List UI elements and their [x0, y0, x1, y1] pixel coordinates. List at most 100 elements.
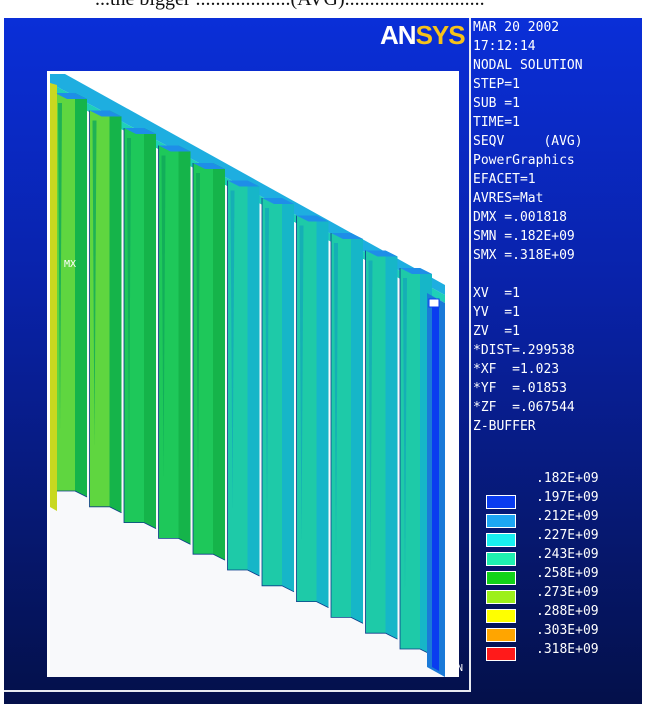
cut-header-text: ...the bigger ...................(AVG)..…: [95, 0, 485, 11]
solution-info-panel: MAR 20 2002 17:12:14 NODAL SOLUTION STEP=1 S…: [473, 18, 641, 436]
legend-entry: .197E+09: [480, 490, 640, 509]
fin-front: [124, 128, 144, 523]
legend-value: .258E+09: [536, 566, 599, 581]
stress-contour-model: [50, 74, 445, 677]
fin-shade: [230, 190, 235, 510]
legend-swatch: [486, 628, 516, 642]
fin-front: [193, 163, 213, 555]
fin-side: [75, 93, 87, 497]
legend-entry: .243E+09: [480, 547, 640, 566]
info-line: *DIST=.299538: [473, 343, 575, 358]
fin-outline: [89, 110, 122, 514]
info-line: Z-BUFFER: [473, 419, 536, 434]
fin-outline: [330, 233, 364, 624]
fin-cap: [262, 198, 294, 204]
legend-value: .288E+09: [536, 604, 599, 619]
fin-cap: [400, 268, 432, 274]
fin-shade: [403, 278, 407, 589]
max-marker: MX: [64, 259, 77, 270]
legend-swatch: [486, 647, 516, 661]
info-line: NODAL SOLUTION: [473, 58, 583, 73]
legend-swatch: [486, 552, 516, 566]
fin-outline: [399, 268, 433, 656]
fin-front: [227, 180, 248, 570]
fin-front: [331, 233, 351, 618]
legend-entry: .212E+09: [480, 509, 640, 528]
fin-shade: [92, 120, 97, 447]
legend-swatch: [486, 514, 516, 528]
legend-entry: .182E+09: [480, 471, 640, 490]
fin-shade: [265, 208, 269, 526]
fin-outline: [365, 250, 398, 640]
legend-swatch: [486, 533, 516, 547]
legend-entry: .288E+09: [480, 604, 640, 623]
fin-side: [282, 198, 294, 592]
legend-value: .303E+09: [536, 623, 599, 638]
contour-legend: .182E+09 .197E+09 .212E+09 .227E+09 .243E+09…: [480, 471, 640, 661]
fin-front: [262, 198, 282, 586]
info-line: STEP=1: [473, 77, 520, 92]
legend-entry: .318E+09: [480, 642, 640, 661]
end-hole: [428, 298, 440, 308]
fin-cap: [331, 233, 363, 239]
plot-frame: [4, 18, 471, 692]
left-edge-strip: [50, 83, 57, 511]
info-line: [473, 265, 641, 284]
fin-outline: [296, 215, 329, 608]
legend-value: .318E+09: [536, 642, 599, 657]
fin-cap: [296, 215, 329, 222]
ansys-graphics-window: MX MN ANSYS MAR 20 2002 17:12:14 NODAL SOL…: [4, 18, 642, 704]
fin-side: [351, 233, 363, 624]
info-line: EFACET=1: [473, 172, 536, 187]
fin-side: [247, 180, 260, 576]
legend-value: .227E+09: [536, 528, 599, 543]
info-line: AVRES=Mat: [473, 191, 544, 206]
legend-swatch: [486, 571, 516, 585]
fin-front: [55, 93, 75, 491]
fin-front: [400, 268, 420, 649]
min-marker: MN: [451, 663, 464, 674]
info-line: SMX =.318E+09: [473, 248, 575, 263]
fin-side: [213, 163, 225, 561]
fin-front: [365, 250, 386, 634]
info-line: MAR 20 2002: [473, 20, 560, 35]
fin-side: [109, 110, 122, 513]
fin-front: [296, 215, 317, 602]
ansys-logo: ANSYS: [380, 20, 466, 50]
legend-value: .273E+09: [536, 585, 599, 600]
fin-outline: [158, 145, 191, 545]
fin-cap: [193, 163, 225, 169]
info-line: 17:12:14: [473, 39, 536, 54]
fin-shade: [334, 243, 338, 558]
info-line: ZV =1: [473, 324, 520, 339]
info-line: SUB =1: [473, 96, 520, 111]
legend-entry: .273E+09: [480, 585, 640, 604]
legend-value: .243E+09: [536, 547, 599, 562]
info-line: *ZF =.067544: [473, 400, 575, 415]
info-line: PowerGraphics: [473, 153, 575, 168]
legend-entry: .227E+09: [480, 528, 640, 547]
fin-outline: [261, 198, 295, 593]
fin-shade: [58, 103, 62, 431]
legend-value: .182E+09: [536, 471, 599, 486]
fin-cap: [158, 145, 191, 152]
plot-area: MX MN: [47, 71, 463, 677]
fin-shade: [299, 225, 304, 542]
fin-shade: [127, 138, 131, 463]
info-line: SMN =.182E+09: [473, 229, 575, 244]
legend-entry: .303E+09: [480, 623, 640, 642]
info-line: TIME=1: [473, 115, 520, 130]
info-line: *YF =.01853: [473, 381, 567, 396]
top-cutoff-strip: ...the bigger ...................(AVG)..…: [0, 0, 646, 18]
fin-shade: [196, 173, 200, 495]
fin-shade: [161, 155, 166, 479]
info-line: XV =1: [473, 286, 520, 301]
legend-value: .197E+09: [536, 490, 599, 505]
fin-side: [144, 128, 156, 529]
fin-outline: [123, 128, 157, 529]
legend-entry: .258E+09: [480, 566, 640, 585]
right-end-inner: [432, 303, 439, 671]
fin-cap: [124, 128, 156, 134]
fin-side: [178, 145, 191, 545]
fin-side: [316, 215, 329, 608]
